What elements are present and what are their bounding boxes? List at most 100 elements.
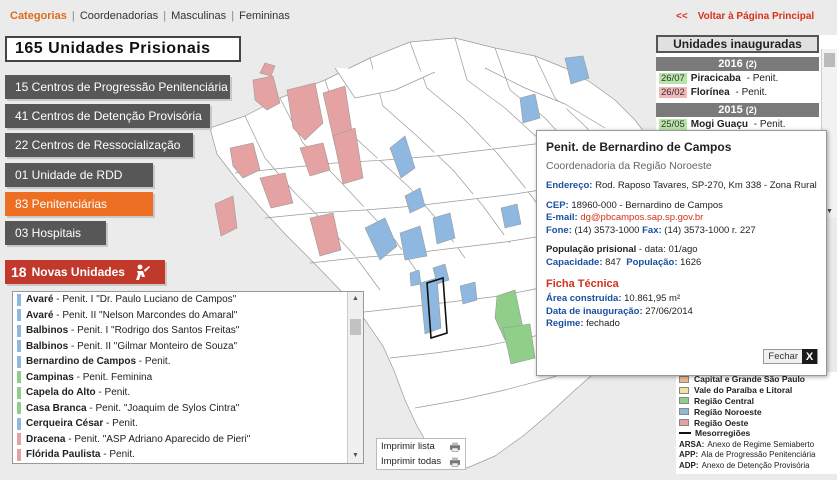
unit-list-item[interactable]: Balbinos - Penit. II "Gilmar Monteiro de… [13,339,347,355]
inaugurada-entry[interactable]: 25/05 Mogi Guaçu - Penit. [659,118,786,130]
region-color-marker [17,293,21,306]
unit-name: Penit. [112,418,138,430]
endereco-value: Rod. Raposo Tavares, SP-270, Km 338 - Zo… [595,180,817,191]
novas-unidades-button[interactable]: 18 Novas Unidades [5,260,165,284]
category-cr-button[interactable]: 22 Centros de Ressocialização [5,133,193,157]
region-color-marker [17,402,21,415]
printer-icon [450,457,460,467]
category-cpp-button[interactable]: 15 Centros de Progressão Penitenciária [5,75,230,99]
entry-name: Penit. [759,118,786,130]
popup-title: Penit. de Bernardino de Campos [546,140,732,154]
popup-regime: Regime: fechado [546,318,817,331]
novas-label: Novas Unidades [31,265,125,279]
fone-value: (14) 3573-1000 [574,224,640,236]
legend-abbreviation: ADP: Anexo de Detenção Provisória [679,460,834,471]
inauguracao-label: Data de inauguração: [546,305,643,317]
tab-femininas[interactable]: Femininas [239,10,290,22]
scroll-down-icon[interactable]: ▼ [352,452,359,459]
entry-name: Penit. [741,86,768,98]
entry-city: Piracicaba [690,72,741,84]
tab-categorias[interactable]: Categorias [10,10,67,22]
unit-name: Penit. I "Dr. Paulo Luciano de Campos" [62,294,237,306]
populacao2-value: 1626 [680,256,702,268]
tab-masculinas[interactable]: Masculinas [171,10,227,22]
category-cdp-button[interactable]: 41 Centros de Detenção Provisória [5,104,210,128]
unit-name: Penit. [104,387,131,399]
unit-list-item[interactable]: Flórida Paulista - Penit. [13,447,347,463]
unit-list-item[interactable]: Cerqueira César - Penit. [13,416,347,432]
entry-date: 25/05 [659,118,687,130]
popup-cep: CEP: 18960-000 - Bernardino de Campos [546,200,817,213]
tab-coordenadorias[interactable]: Coordenadorias [79,10,159,22]
category-hospitais-button[interactable]: 03 Hospitais [5,221,106,245]
legend-swatch [679,408,689,416]
area-label: Área construída: [546,293,622,304]
unit-list-item[interactable]: Avaré - Penit. I "Dr. Paulo Luciano de C… [13,292,347,308]
popup-area: Área construída: 10.861,95 m² [546,293,817,306]
popup-email: E-mail: dg@pbcampos.sap.sp.gov.br [546,212,817,225]
nav-separator: | [231,10,235,22]
unit-list-item[interactable]: Dracena - Penit. "ASP Adriano Aparecido … [13,432,347,448]
year-header: 2016 (2) [656,57,819,71]
voltar-label: Voltar à Página Principal [697,11,815,22]
area-value: 10.861,95 m² [624,293,681,304]
region-color-marker [17,324,21,337]
voltar-link[interactable]: << Voltar à Página Principal [676,11,814,22]
scroll-thumb[interactable] [350,319,361,335]
region-color-marker [17,433,21,446]
legend-label: Região Oeste [694,417,749,428]
cep-label: CEP: [546,199,569,211]
printer-icon [450,442,460,452]
region-color-marker [17,309,21,322]
unit-list-scrollbar[interactable]: ▲ ▼ [347,292,363,463]
populacao-label: População prisional [546,244,637,255]
chevron-left-icon: << [676,11,688,22]
inaugurada-entry[interactable]: 26/07 Piracicaba - Penit. [659,72,779,84]
unit-city: Capela do Alto [26,387,96,399]
endereco-label: Endereço: [546,180,593,191]
entry-date: 26/02 [659,86,687,98]
abbr-text: Ala de Progressão Penitenciária [701,450,816,460]
print-all-label: Imprimir todas [381,456,442,467]
email-link[interactable]: dg@pbcampos.sap.sp.gov.br [580,212,704,223]
legend-item: Região Oeste [679,417,834,428]
year-header: 2015 (2) [656,103,819,117]
unit-list-item[interactable]: Casa Branca - Penit. "Joaquim de Sylos C… [13,401,347,417]
summary-title: 165 Unidades Prisionais [15,40,211,57]
unit-list-item[interactable]: Bernardino de Campos - Penit. [13,354,347,370]
unit-list-panel[interactable]: Avaré - Penit. I "Dr. Paulo Luciano de C… [12,291,364,464]
novas-count: 18 [11,264,27,280]
unit-list-item[interactable]: Avaré - Penit. II "Nelson Marcondes do A… [13,308,347,324]
category-penitenciarias-button[interactable]: 83 Penitenciárias [5,192,153,216]
print-list-button[interactable]: Imprimir lista [377,439,465,454]
region-color-marker [17,340,21,353]
populacao-date: - data: 01/ago [638,244,698,255]
legend-abbreviation: APP: Ala de Progressão Penitenciária [679,449,834,460]
legend-label: Região Noroeste [694,406,762,417]
legend-label: Região Central [694,395,754,406]
scroll-up-icon[interactable]: ▲ [352,295,359,302]
category-label: 41 Centros de Detenção Provisória [15,109,202,123]
worker-icon [135,264,150,280]
close-popup-button[interactable]: Fechar X [763,349,818,364]
abbr-code: ARSA: [679,439,705,449]
legend-label: Capital e Grande São Paulo [694,374,806,385]
category-nav: Categorias | Coordenadorias | Masculinas… [10,10,290,22]
fone-label: Fone: [546,224,572,236]
unit-name: Penit. "ASP Adriano Aparecido de Pieri" [74,433,251,445]
popup-inauguracao: Data de inauguração: 27/06/2014 [546,306,817,319]
regime-value: fechado [586,318,620,329]
category-label: 01 Unidade de RDD [15,168,123,182]
email-label: E-mail: [546,212,578,223]
unit-list-item[interactable]: Balbinos - Penit. I "Rodrigo dos Santos … [13,323,347,339]
legend-label: Mesorregiões [695,428,751,439]
print-all-button[interactable]: Imprimir todas [377,454,465,469]
inaugurada-entry[interactable]: 26/02 Florínea - Penit. [659,86,768,98]
scroll-thumb[interactable] [824,53,835,67]
scroll-down-icon[interactable]: ▼ [826,208,833,215]
category-rdd-button[interactable]: 01 Unidade de RDD [5,163,153,187]
legend-item: Região Central [679,396,834,407]
unit-list-item[interactable]: Capela do Alto - Penit. [13,385,347,401]
regime-label: Regime: [546,318,584,329]
unit-list-item[interactable]: Campinas - Penit. Feminina [13,370,347,386]
